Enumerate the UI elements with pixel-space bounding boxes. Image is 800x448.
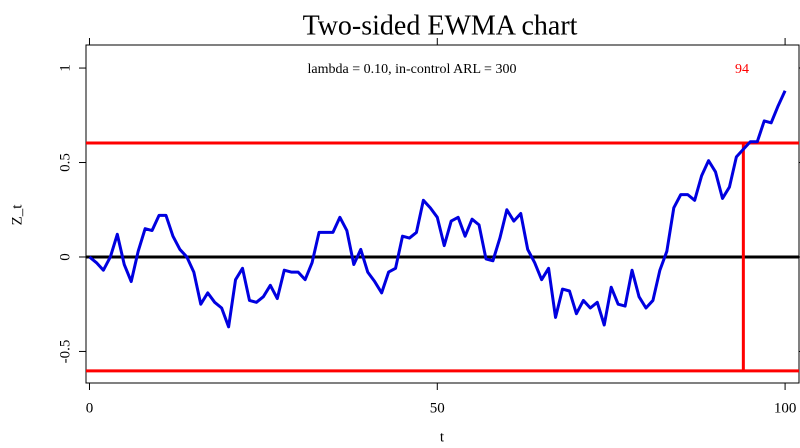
ewma-line bbox=[88, 90, 787, 329]
alarm-label: 94 bbox=[735, 62, 749, 77]
y-axis-label: Z_t bbox=[9, 204, 25, 226]
y-tick-label: -0.5 bbox=[57, 340, 73, 364]
y-tick-label: 0.5 bbox=[57, 153, 73, 172]
plot-frame bbox=[85, 44, 800, 384]
y-tick-label: 1 bbox=[57, 64, 73, 72]
x-tick-label: 0 bbox=[86, 400, 94, 416]
x-axis-label: t bbox=[440, 429, 445, 445]
y-tick-label: 0 bbox=[57, 253, 73, 261]
x-tick-label: 100 bbox=[774, 400, 797, 416]
chart-title: Two-sided EWMA chart bbox=[303, 10, 578, 41]
subtitle: lambda = 0.10, in-control ARL = 300 bbox=[308, 62, 517, 77]
x-tick-label: 50 bbox=[430, 400, 445, 416]
